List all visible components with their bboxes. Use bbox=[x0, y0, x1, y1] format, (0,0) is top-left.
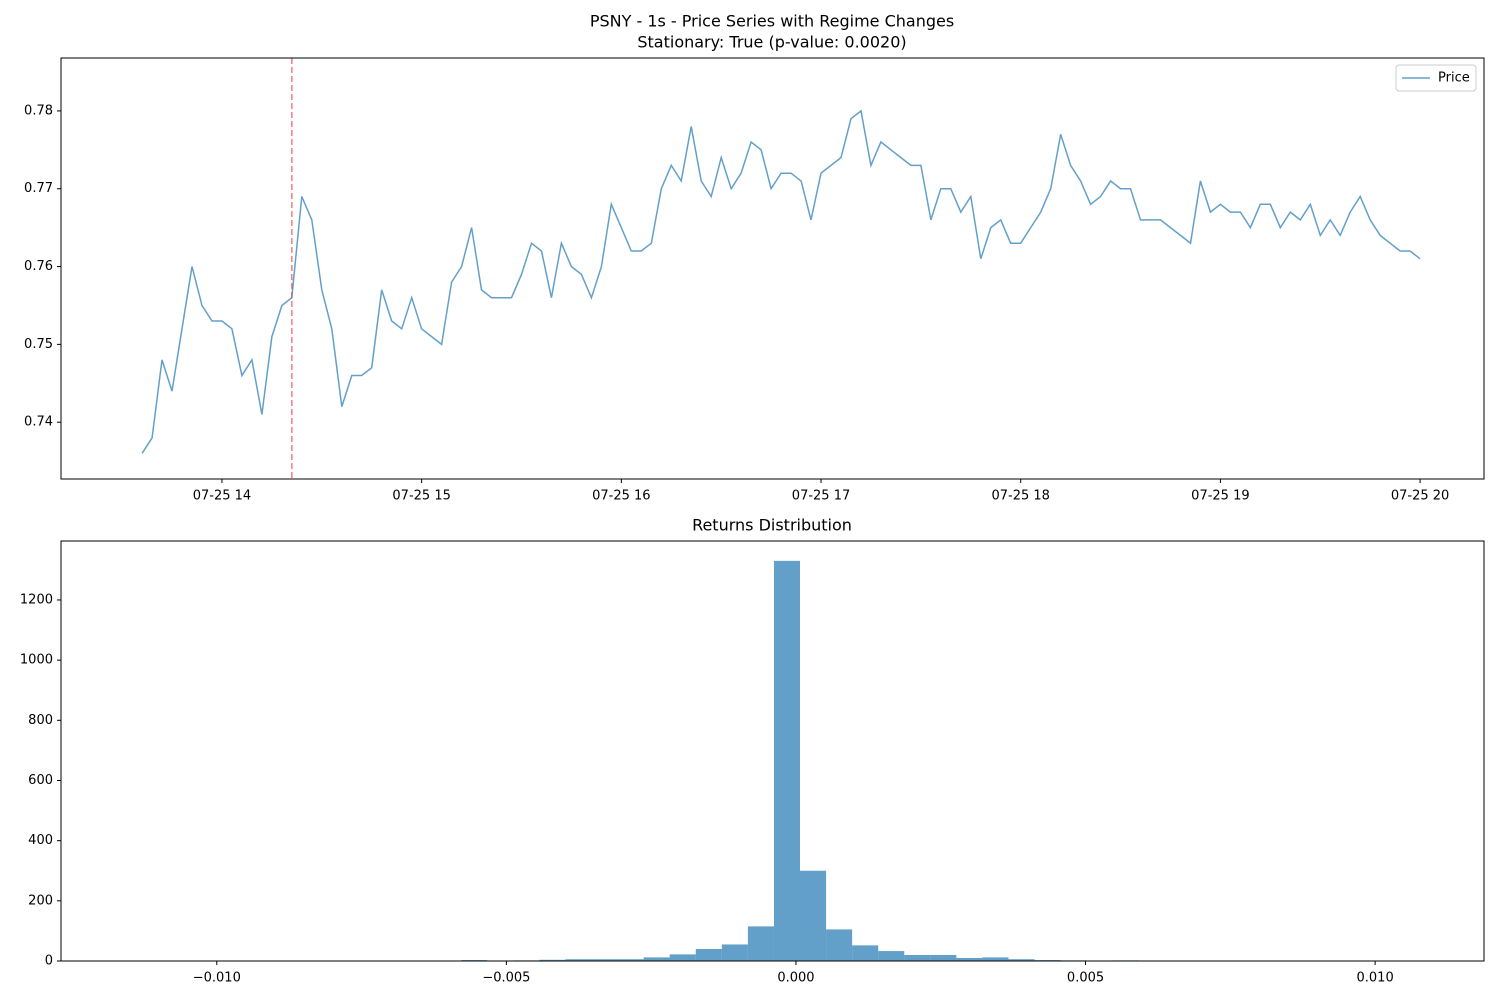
hist-bar bbox=[956, 957, 983, 961]
hist-bar bbox=[930, 954, 957, 961]
chart-title: PSNY - 1s - Price Series with Regime Cha… bbox=[590, 12, 954, 31]
x-tick-label: 0.010 bbox=[1357, 971, 1394, 986]
x-tick-label: 07-25 20 bbox=[1391, 489, 1449, 504]
hist-bar bbox=[643, 957, 670, 961]
x-tick-label: −0.010 bbox=[193, 971, 241, 986]
hist-bar bbox=[852, 945, 879, 961]
hist-bar bbox=[539, 959, 566, 961]
x-tick-label: 0.000 bbox=[777, 971, 814, 986]
plot-frame bbox=[60, 540, 1485, 962]
y-tick-label: 1200 bbox=[20, 592, 53, 607]
hist-bar bbox=[747, 926, 774, 961]
y-tick-label: 0.75 bbox=[24, 337, 53, 352]
y-tick-label: 0.78 bbox=[24, 103, 53, 118]
hist-bar bbox=[617, 959, 644, 961]
x-tick-label: 07-25 18 bbox=[991, 489, 1049, 504]
plot-frame bbox=[60, 57, 1485, 480]
hist-bar bbox=[591, 959, 618, 961]
hist-bar bbox=[904, 954, 931, 961]
y-tick-label: 0 bbox=[45, 954, 53, 969]
x-tick-label: 07-25 17 bbox=[792, 489, 850, 504]
hist-bar bbox=[773, 560, 801, 961]
x-tick-label: 07-25 14 bbox=[193, 489, 251, 504]
hist-bar bbox=[1008, 959, 1035, 961]
x-tick-label: 0.005 bbox=[1067, 971, 1104, 986]
y-tick-label: 600 bbox=[28, 773, 53, 788]
chart-title: Returns Distribution bbox=[692, 516, 852, 535]
y-tick-label: 0.77 bbox=[24, 181, 53, 196]
price-line bbox=[141, 109, 1421, 454]
hist-bar bbox=[695, 948, 722, 961]
hist-bar bbox=[565, 959, 592, 961]
x-tick-label: 07-25 16 bbox=[592, 489, 650, 504]
y-tick-label: 400 bbox=[28, 833, 53, 848]
legend-box bbox=[1395, 64, 1477, 92]
hist-bar bbox=[721, 944, 748, 961]
y-tick-label: 800 bbox=[28, 713, 53, 728]
x-tick-label: 07-25 19 bbox=[1191, 489, 1249, 504]
y-tick-label: 200 bbox=[28, 893, 53, 908]
x-tick-label: 07-25 15 bbox=[392, 489, 450, 504]
hist-bar bbox=[878, 951, 905, 961]
y-tick-label: 0.76 bbox=[24, 259, 53, 274]
legend-label: Price bbox=[1438, 71, 1470, 86]
chart-subtitle: Stationary: True (p-value: 0.0020) bbox=[637, 33, 906, 52]
hist-bar bbox=[982, 957, 1009, 961]
y-tick-label: 1000 bbox=[20, 653, 53, 668]
y-tick-label: 0.74 bbox=[24, 415, 53, 430]
hist-bar bbox=[669, 954, 696, 961]
hist-bar bbox=[826, 929, 853, 961]
x-tick-label: −0.005 bbox=[482, 971, 530, 986]
hist-bar bbox=[800, 870, 827, 961]
